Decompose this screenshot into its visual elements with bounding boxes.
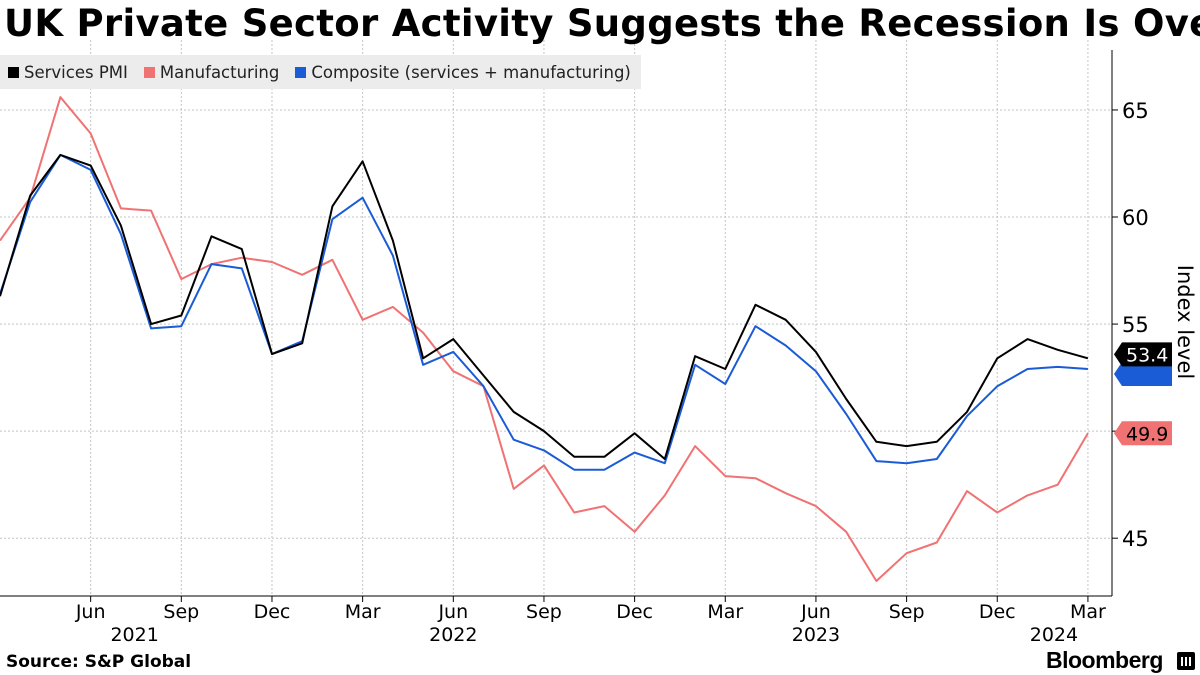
end-label-manufacturing: 49.9 (1126, 423, 1168, 445)
chart-title: UK Private Sector Activity Suggests the … (4, 2, 1200, 45)
x-tick-label: Dec (979, 601, 1016, 623)
x-tick-label: Mar (707, 601, 743, 623)
y-tick-label: 45 (1122, 527, 1149, 551)
x-tick-label: Jun (800, 601, 831, 623)
x-year-label: 2023 (792, 624, 840, 646)
x-tick-label: Sep (889, 601, 925, 623)
end-label-tag-services (1114, 342, 1172, 367)
legend-item-composite: Composite (services + manufacturing) (295, 63, 631, 82)
series-line-services (0, 153, 1089, 460)
series-line-manufacturing (0, 96, 1089, 582)
x-year-label: 2021 (110, 624, 158, 646)
legend-label-services: Services PMI (24, 62, 128, 82)
legend-swatch-services (8, 66, 19, 78)
end-label-tag-composite (1114, 362, 1172, 387)
y-axis: 4550556065 (1111, 50, 1149, 596)
brand-logo: Bloomberg (1046, 647, 1163, 673)
grid-lines (0, 40, 1112, 596)
x-tick-label: Sep (526, 601, 562, 623)
x-tick-label: Dec (254, 601, 291, 623)
x-tick-label: Sep (163, 601, 199, 623)
legend-swatch-composite (295, 66, 307, 78)
y-axis-label: Index level (1173, 265, 1197, 379)
x-tick-label: Jun (437, 601, 468, 623)
series-line-composite (0, 153, 1088, 471)
legend-item-manufacturing: Manufacturing (143, 62, 280, 82)
end-label-services: 53.4 (1126, 344, 1168, 366)
y-tick-label: 60 (1122, 206, 1149, 230)
end-label-tag-manufacturing (1114, 421, 1172, 446)
source-note: Source: S&P Global (6, 652, 192, 672)
y-tick-label: 55 (1122, 313, 1149, 337)
x-year-label: 2022 (429, 624, 477, 646)
end-value-labels: 52.953.4 49.9 (1114, 342, 1172, 446)
x-year-label: 2024 (1030, 624, 1078, 646)
legend-label-manufacturing: Manufacturing (159, 62, 280, 82)
series-lines (0, 96, 1089, 582)
x-tick-label: Mar (345, 601, 381, 623)
y-tick-label: 65 (1122, 99, 1149, 123)
bloomberg-terminal-icon (1177, 652, 1195, 670)
x-tick-label: Jun (75, 601, 106, 623)
x-tick-label: Mar (1070, 601, 1106, 623)
legend-item-services: Services PMI (8, 63, 128, 82)
legend-label-composite: Composite (services + manufacturing) (311, 62, 631, 82)
x-tick-label: Dec (616, 601, 653, 623)
end-label-composite: 52.9 (1126, 364, 1168, 386)
legend-swatch-manufacturing (143, 66, 155, 78)
legend: Services PMI Manufacturing Composite (se… (0, 55, 641, 89)
